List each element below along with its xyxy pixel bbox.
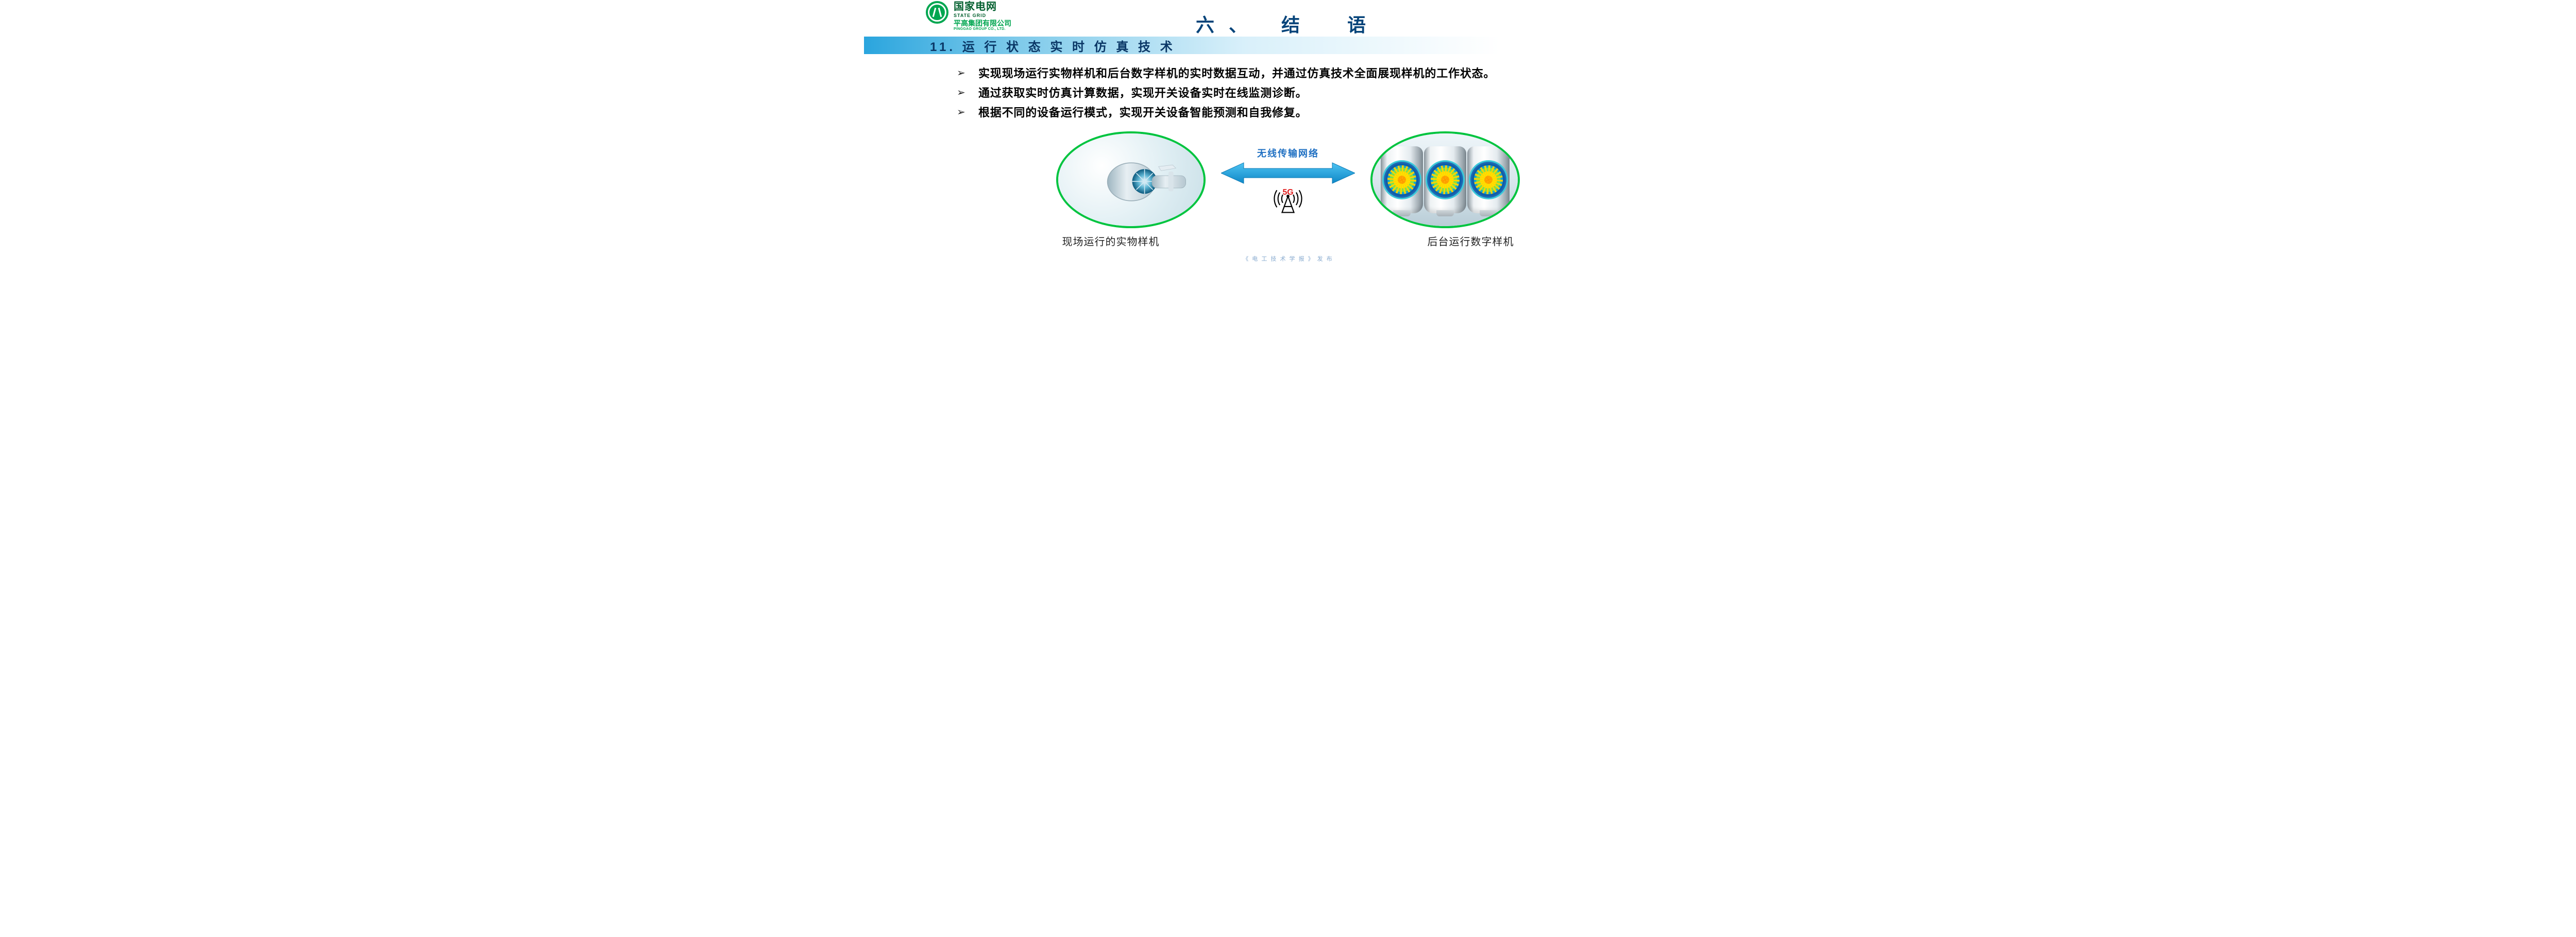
digital-turbine-icon <box>1424 146 1466 213</box>
bullet-marker-icon: ➢ <box>957 86 967 99</box>
footer-source: 《 电 工 技 术 学 报 》 发 布 <box>864 254 1712 266</box>
diagram: 无线传输网络 5G <box>864 131 1712 228</box>
antenna-5g-icon: 5G <box>1269 186 1307 213</box>
bidirectional-arrow-icon <box>1221 162 1355 184</box>
fiveg-label: 5G <box>1282 188 1293 197</box>
bullet-text: 实现现场运行实物样机和后台数字样机的实时数据互动，并通过仿真技术全面展现样机的工… <box>978 65 1495 82</box>
bullet-list: ➢ 实现现场运行实物样机和后台数字样机的实时数据互动，并通过仿真技术全面展现样机… <box>957 65 1616 121</box>
logo-cn: 国家电网 <box>954 1 1011 13</box>
section-number-title: 11. 运 行 状 态 实 时 仿 真 技 术 <box>930 37 1176 55</box>
bullet-marker-icon: ➢ <box>957 66 967 79</box>
left-caption: 现场运行的实物样机 <box>1062 233 1160 248</box>
logo-block: 国家电网 STATE GRID 平高集团有限公司 PINGGAO GROUP C… <box>926 1 1011 31</box>
bullet-item: ➢ 通过获取实时仿真计算数据，实现开关设备实时在线监测诊断。 <box>957 85 1616 101</box>
right-caption: 后台运行数字样机 <box>1428 233 1514 248</box>
bullet-text: 通过获取实时仿真计算数据，实现开关设备实时在线监测诊断。 <box>978 85 1307 101</box>
logo-sub-en: PINGGAO GROUP CO., LTD. <box>954 27 1011 31</box>
page-title: 六、 结 语 <box>1196 10 1380 37</box>
header: 国家电网 STATE GRID 平高集团有限公司 PINGGAO GROUP C… <box>864 0 1712 31</box>
physical-prototype-oval <box>1056 131 1206 228</box>
bullet-marker-icon: ➢ <box>957 106 967 118</box>
state-grid-logo-icon <box>926 1 948 24</box>
logo-en: STATE GRID <box>954 13 1011 18</box>
section-bar: 11. 运 行 状 态 实 时 仿 真 技 术 <box>864 37 1712 54</box>
network-label: 无线传输网络 <box>1257 146 1319 160</box>
bullet-item: ➢ 实现现场运行实物样机和后台数字样机的实时数据互动，并通过仿真技术全面展现样机… <box>957 65 1616 82</box>
engine-illustration-icon <box>1107 159 1189 205</box>
network-center: 无线传输网络 5G <box>1221 146 1355 213</box>
logo-sub-cn: 平高集团有限公司 <box>954 19 1011 27</box>
digital-prototype-oval <box>1370 131 1520 228</box>
bullet-item: ➢ 根据不同的设备运行模式，实现开关设备智能预测和自我修复。 <box>957 105 1616 121</box>
diagram-captions: 现场运行的实物样机 后台运行数字样机 <box>864 233 1712 248</box>
digital-turbine-icon <box>1467 146 1510 213</box>
digital-turbine-icon <box>1381 146 1423 213</box>
logo-text: 国家电网 STATE GRID 平高集团有限公司 PINGGAO GROUP C… <box>954 1 1011 31</box>
bullet-text: 根据不同的设备运行模式，实现开关设备智能预测和自我修复。 <box>978 105 1307 121</box>
